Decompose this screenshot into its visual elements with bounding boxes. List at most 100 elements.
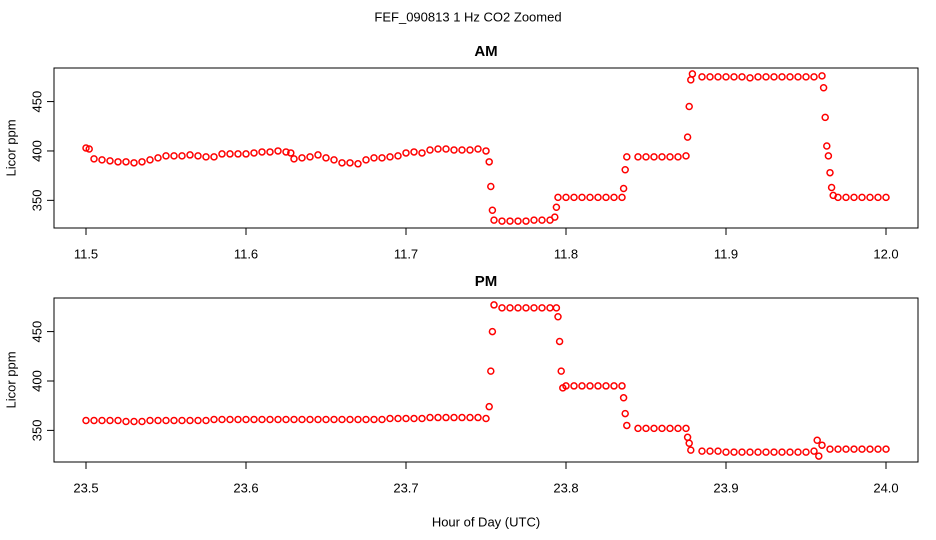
point — [522, 304, 530, 312]
y-axis-label: Licor ppm — [3, 351, 18, 408]
point — [82, 416, 90, 425]
point — [818, 72, 826, 80]
point — [290, 415, 298, 424]
point — [738, 73, 746, 81]
point — [146, 416, 154, 425]
point — [322, 154, 330, 162]
point — [82, 144, 90, 152]
point — [362, 156, 370, 164]
point — [858, 445, 866, 453]
point — [98, 156, 106, 164]
y-tick-label: 450 — [29, 91, 44, 113]
point — [818, 441, 826, 449]
point — [619, 394, 628, 402]
point — [824, 152, 833, 160]
point — [650, 424, 658, 433]
point — [378, 154, 386, 162]
point — [874, 445, 882, 453]
point — [738, 448, 746, 456]
point — [688, 70, 697, 78]
point — [570, 382, 578, 390]
point — [306, 415, 314, 424]
point — [823, 142, 831, 150]
x-tick-label: 12.0 — [873, 246, 898, 261]
y-tick-label: 450 — [29, 321, 44, 343]
point — [458, 413, 466, 422]
point — [826, 445, 834, 453]
point — [866, 445, 874, 453]
x-tick-label: 23.9 — [713, 480, 738, 495]
point — [706, 447, 714, 455]
y-tick-label: 400 — [29, 370, 44, 392]
point — [282, 415, 290, 424]
point — [122, 158, 130, 166]
point — [522, 217, 530, 225]
point — [674, 424, 682, 433]
point — [826, 168, 834, 177]
point — [530, 304, 538, 312]
point — [130, 417, 138, 426]
point — [418, 149, 426, 157]
point — [698, 447, 706, 455]
point — [194, 416, 202, 425]
point — [330, 415, 338, 424]
point — [821, 113, 829, 122]
point — [619, 184, 628, 193]
x-tick-label: 11.8 — [554, 246, 578, 261]
point — [386, 414, 394, 423]
point — [687, 446, 695, 454]
point — [658, 153, 666, 161]
point — [234, 415, 242, 424]
point — [418, 414, 426, 423]
plot-box — [53, 67, 919, 229]
point — [162, 416, 170, 425]
point — [258, 148, 266, 156]
point — [114, 416, 122, 425]
point — [562, 382, 570, 390]
point — [314, 151, 322, 159]
point — [546, 304, 554, 312]
point — [570, 193, 578, 202]
point — [482, 147, 490, 155]
point — [266, 148, 274, 156]
point — [314, 415, 322, 424]
point — [346, 415, 354, 424]
point — [506, 217, 514, 225]
point — [762, 73, 770, 81]
point — [450, 413, 458, 422]
point — [162, 152, 170, 160]
point — [138, 158, 146, 166]
point — [274, 415, 282, 424]
point — [226, 150, 234, 158]
point — [202, 416, 210, 425]
point — [450, 146, 458, 154]
point — [827, 183, 836, 192]
point — [490, 216, 498, 224]
point — [98, 416, 106, 425]
point — [498, 217, 506, 225]
x-tick-label: 23.7 — [393, 480, 418, 495]
point — [178, 416, 186, 425]
y-tick-label: 350 — [29, 189, 44, 211]
point — [474, 145, 482, 153]
point — [346, 159, 354, 167]
point — [618, 193, 626, 202]
point — [466, 146, 474, 154]
point — [226, 415, 234, 424]
point — [474, 413, 482, 422]
point — [730, 448, 738, 456]
point — [819, 84, 828, 92]
point — [786, 448, 794, 456]
point — [666, 153, 674, 161]
point — [410, 148, 418, 156]
point — [488, 327, 497, 336]
point — [410, 414, 418, 423]
point — [666, 424, 674, 433]
point — [834, 445, 842, 453]
point — [106, 157, 114, 165]
point — [586, 193, 594, 202]
point — [858, 193, 866, 202]
point — [538, 304, 546, 312]
point — [810, 73, 818, 81]
